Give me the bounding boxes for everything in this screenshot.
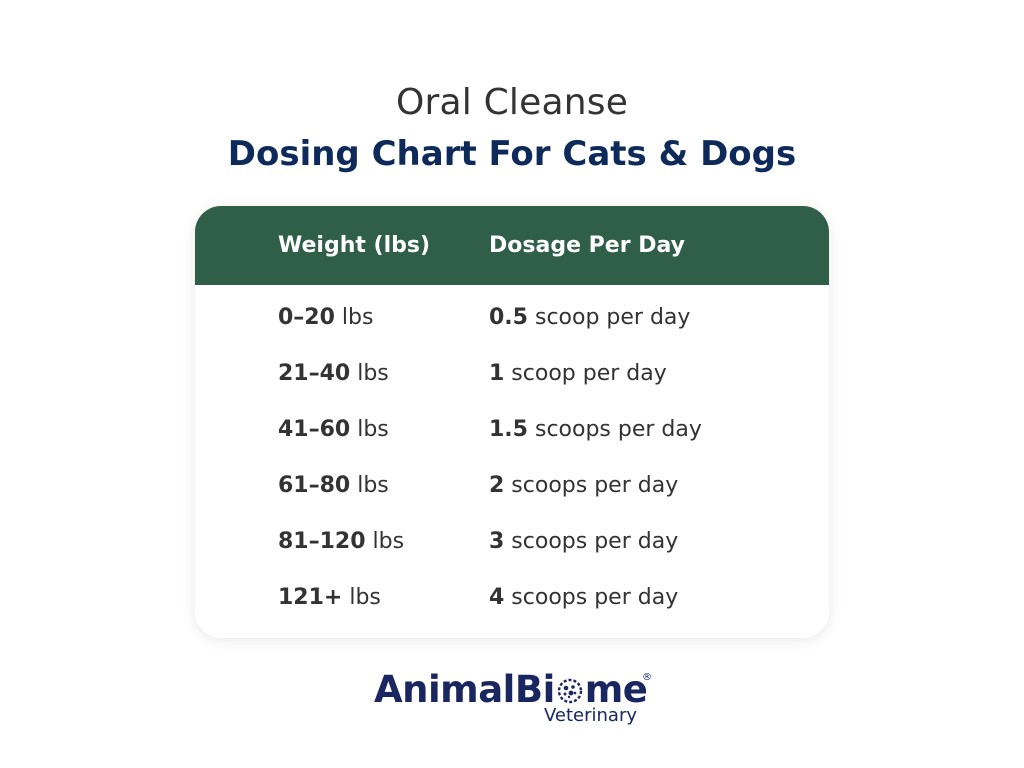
microbiome-o-icon <box>557 678 582 704</box>
weight-cell: 121+ lbs <box>278 585 381 610</box>
animalbiome-logo: AnimalBi me ® Veterinary <box>374 668 674 732</box>
dosage-cell: 2 scoops per day <box>489 473 679 498</box>
table-row: 81–120 lbs 3 scoops per day <box>195 529 829 569</box>
weight-cell: 0–20 lbs <box>278 305 374 330</box>
table-row: 121+ lbs 4 scoops per day <box>195 585 829 625</box>
column-header-weight: Weight (lbs) <box>278 233 431 258</box>
table-row: 41–60 lbs 1.5 scoops per day <box>195 417 829 457</box>
table-row: 0–20 lbs 0.5 scoop per day <box>195 305 829 345</box>
dosage-cell: 3 scoops per day <box>489 529 679 554</box>
dosage-cell: 1 scoop per day <box>489 361 667 386</box>
weight-cell: 61–80 lbs <box>278 473 389 498</box>
dosage-cell: 0.5 scoop per day <box>489 305 691 330</box>
table-header: Weight (lbs) Dosage Per Day <box>195 206 829 285</box>
logo-subtitle: Veterinary <box>544 705 638 726</box>
dosing-table: Weight (lbs) Dosage Per Day 0–20 lbs 0.5… <box>195 206 829 638</box>
dosage-cell: 4 scoops per day <box>489 585 679 610</box>
registered-mark: ® <box>642 672 652 683</box>
weight-cell: 81–120 lbs <box>278 529 405 554</box>
weight-cell: 21–40 lbs <box>278 361 389 386</box>
dosage-cell: 1.5 scoops per day <box>489 417 702 442</box>
table-row: 61–80 lbs 2 scoops per day <box>195 473 829 513</box>
weight-cell: 41–60 lbs <box>278 417 389 442</box>
logo-wordmark: AnimalBi me <box>374 668 648 711</box>
page-subtitle: Oral Cleanse <box>395 82 629 123</box>
column-header-dosage: Dosage Per Day <box>489 233 685 258</box>
table-row: 21–40 lbs 1 scoop per day <box>195 361 829 401</box>
page-title: Dosing Chart For Cats & Dogs <box>227 134 797 174</box>
